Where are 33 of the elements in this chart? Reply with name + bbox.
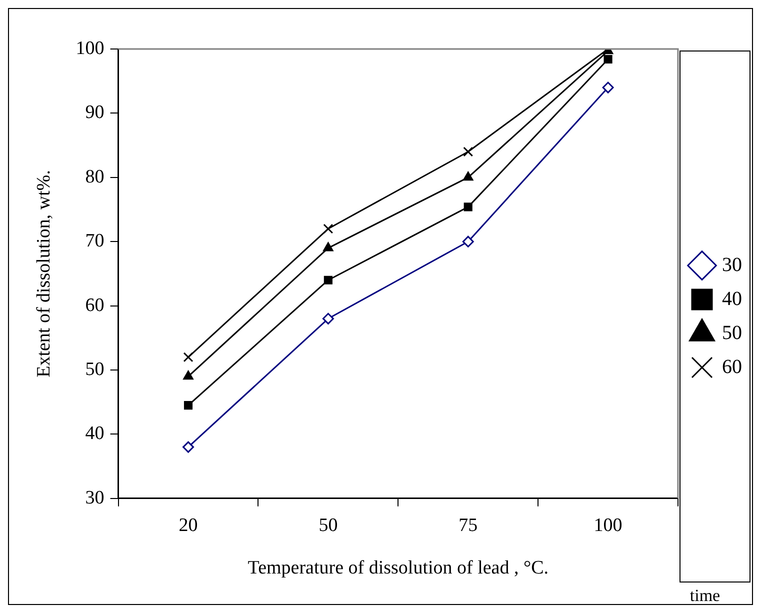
point — [183, 352, 194, 362]
legend-label: 50 — [722, 322, 742, 344]
x-tick-label: 20 — [178, 514, 198, 536]
legend-label: 60 — [722, 356, 742, 378]
y-tick-label: 100 — [76, 38, 104, 59]
point — [604, 54, 612, 64]
y-tick-label: 60 — [85, 294, 104, 316]
x-tick-label: 50 — [318, 514, 338, 536]
point — [323, 224, 334, 234]
x-tick-label: 100 — [594, 514, 622, 536]
point — [602, 82, 614, 94]
y-tick-label: 80 — [85, 166, 104, 188]
point — [324, 276, 332, 284]
legend-title: time — [690, 586, 720, 605]
point — [464, 202, 472, 212]
point — [184, 401, 193, 410]
y-tick-label: 40 — [85, 423, 104, 444]
x-tick-label: 75 — [458, 514, 478, 536]
y-axis-title: Extent of dissolution, wt%. — [33, 170, 54, 378]
point — [323, 242, 334, 252]
point — [463, 172, 474, 181]
y-tick-label: 90 — [85, 102, 104, 124]
legend-label: 30 — [722, 254, 742, 276]
x-axis-title: Temperature of dissolution of lead , °C. — [248, 558, 548, 579]
y-tick-label: 30 — [85, 487, 104, 508]
point — [182, 441, 194, 453]
point — [183, 370, 194, 380]
point — [322, 312, 334, 324]
y-tick-label: 50 — [85, 358, 104, 380]
point — [463, 146, 474, 157]
point — [462, 236, 474, 248]
legend-label: 40 — [722, 288, 742, 310]
y-tick-label: 70 — [85, 230, 104, 252]
